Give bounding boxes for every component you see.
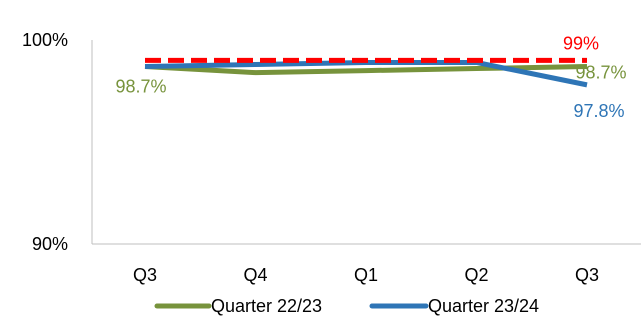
legend: Quarter 22/23 Quarter 23/24 [154,296,539,316]
y-axis-ticks: 100% 90% [22,30,68,254]
y-tick-label: 100% [22,30,68,50]
x-axis-ticks: Q3 Q4 Q1 Q2 Q3 [133,265,599,285]
x-tick-label: Q1 [354,265,378,285]
data-label: 98.7% [115,77,166,97]
data-labels: 98.7% 99% 98.7% 97.8% [115,33,626,120]
data-label: 97.8% [573,101,624,121]
data-label: 99% [563,33,599,53]
y-tick-label: 90% [32,234,68,254]
plot-area [91,40,641,245]
series-layer [144,59,588,88]
legend-label: Quarter 23/24 [428,296,539,316]
legend-label: Quarter 22/23 [211,296,322,316]
x-tick-label: Q2 [464,265,488,285]
x-tick-label: Q3 [575,265,599,285]
data-label: 98.7% [575,63,626,83]
x-tick-label: Q3 [133,265,157,285]
x-tick-label: Q4 [243,265,267,285]
